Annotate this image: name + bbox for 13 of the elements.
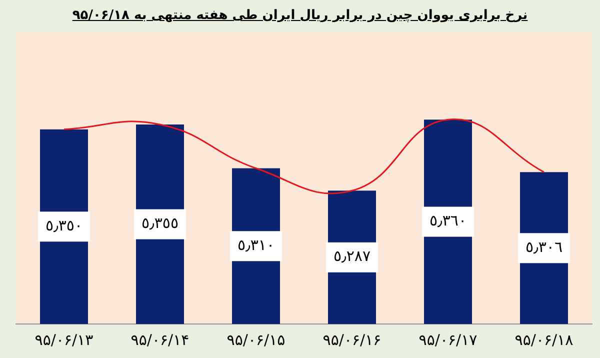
x-tick-label: ۹۵/۰۶/۱۳ [34, 330, 94, 349]
x-tick-label: ۹۵/۰۶/۱۸ [514, 330, 574, 349]
data-label: ٥٫٣٥٠ [45, 216, 83, 235]
data-label: ٥٫٣١٠ [237, 236, 275, 254]
data-label: ٥٫٢٨٧ [333, 247, 371, 266]
chart-title: نرخ برابری یووان چین در برابر ریال ایران طی هفته منتهی به ۹۵/۰۶/۱۸ [71, 7, 529, 25]
data-label: ٥٫٣٥٥ [141, 214, 179, 232]
x-tick-label: ۹۵/۰۶/۱۷ [418, 330, 478, 349]
data-label: ٥٫٣٦٠ [429, 212, 467, 230]
x-tick-label: ۹۵/۰۶/۱۶ [322, 330, 382, 349]
x-tick-label: ۹۵/۰۶/۱۵ [226, 330, 286, 349]
data-label: ٥٫٣٠٦ [525, 238, 563, 256]
x-tick-label: ۹۵/۰۶/۱۴ [130, 330, 190, 349]
